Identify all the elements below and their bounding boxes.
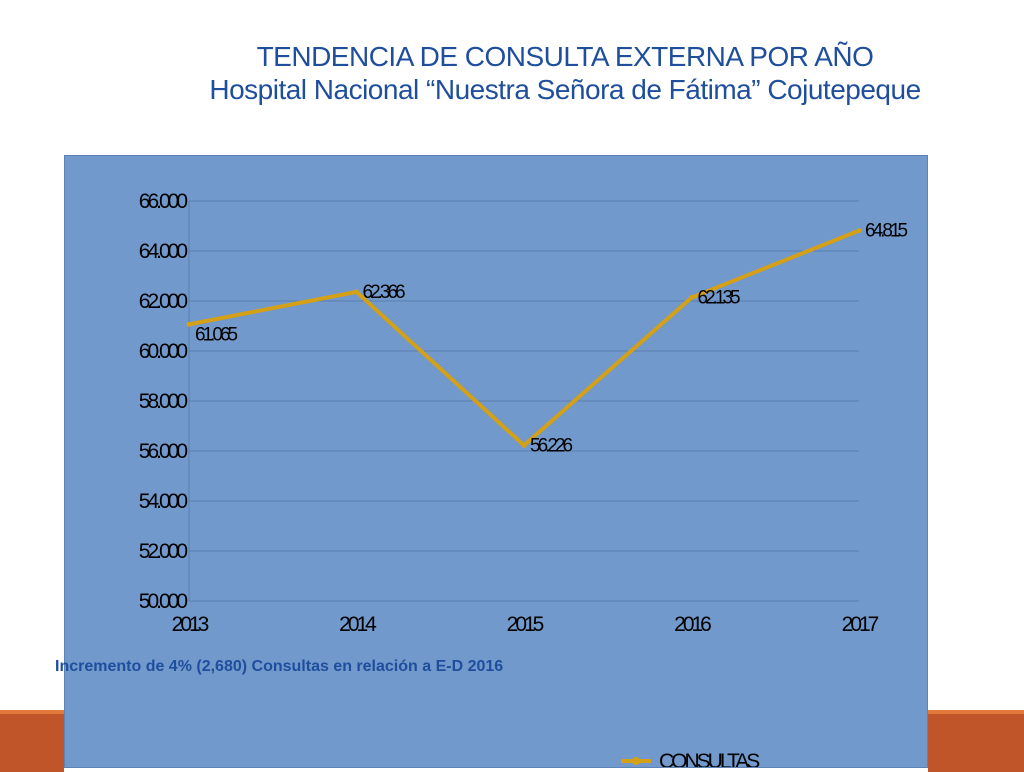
data-point xyxy=(186,321,192,327)
title-block: TENDENCIA DE CONSULTA EXTERNA POR AÑO Ho… xyxy=(150,40,980,106)
legend-marker xyxy=(632,757,640,765)
accent-bar-right xyxy=(928,710,1024,772)
y-tick-label: 54.000 xyxy=(139,490,188,513)
data-point xyxy=(521,442,527,448)
x-tick-label: 2017 xyxy=(842,613,879,636)
data-point xyxy=(856,228,862,234)
legend-label: CONSULTAS xyxy=(659,750,760,767)
data-point xyxy=(354,289,359,295)
data-label: 56.226 xyxy=(530,435,573,456)
y-tick-label: 56.000 xyxy=(139,440,188,463)
x-tick-label: 2014 xyxy=(339,613,377,636)
increment-note: Incremento de 4% (2,680) Consultas en re… xyxy=(55,658,504,675)
y-tick-label: 62.000 xyxy=(139,290,188,313)
x-tick-label: 2015 xyxy=(507,613,544,636)
y-tick-label: 64.000 xyxy=(139,240,188,263)
y-tick-label: 66.000 xyxy=(139,190,188,213)
line-chart: 50.000 52.000 54.000 56.000 58.000 60.000 62.0… xyxy=(139,190,911,767)
x-tick-label: 2016 xyxy=(674,613,711,636)
y-tick-label: 52.000 xyxy=(139,540,188,563)
y-tick-label: 58.000 xyxy=(139,390,188,413)
data-label: 61.065 xyxy=(195,324,238,345)
data-label: 62.135 xyxy=(698,288,741,309)
y-tick-label: 50.000 xyxy=(139,590,188,613)
chart-subtitle: Hospital Nacional “Nuestra Señora de Fát… xyxy=(209,74,921,105)
accent-bar-left xyxy=(0,710,64,772)
chart-title: TENDENCIA DE CONSULTA EXTERNA POR AÑO xyxy=(256,41,874,72)
chart-panel: 50.000 52.000 54.000 56.000 58.000 60.000 62.0… xyxy=(64,155,928,768)
y-tick-label: 60.000 xyxy=(139,340,188,363)
data-point xyxy=(689,295,694,301)
series-line-consultas xyxy=(188,228,860,448)
data-label: 64.815 xyxy=(865,221,908,242)
x-tick-label: 2013 xyxy=(172,613,209,636)
data-label: 62.366 xyxy=(363,282,406,303)
